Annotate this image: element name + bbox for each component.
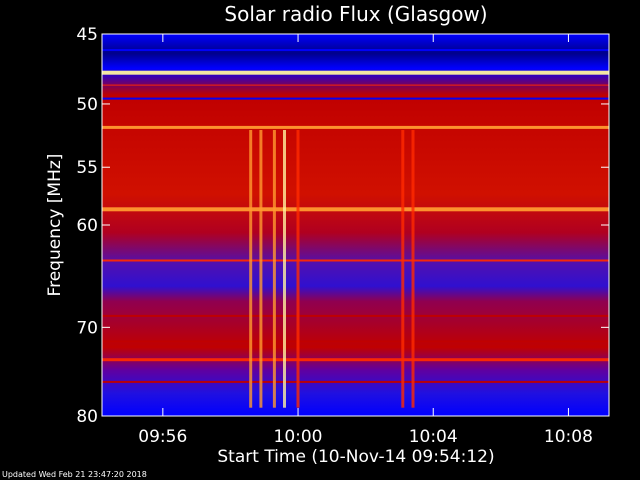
x-tick-label-3: 10:08: [544, 427, 593, 447]
x-tick-label-1: 10:00: [274, 427, 323, 447]
plot-area: [101, 33, 610, 417]
updated-timestamp: Updated Wed Feb 21 23:47:20 2018: [2, 470, 147, 479]
frequency-band-4: [102, 125, 609, 129]
y-tick-label-2: 55: [76, 158, 98, 178]
frequency-band-5: [102, 207, 609, 212]
chart-title: Solar radio Flux (Glasgow): [224, 2, 487, 26]
frequency-band-3: [102, 97, 609, 100]
frequency-band-7: [102, 314, 609, 317]
radio-burst-6: [411, 130, 415, 408]
x-axis-label: Start Time (10-Nov-14 09:54:12): [217, 447, 494, 467]
y-axis-label: Frequency [MHz]: [45, 154, 65, 297]
x-tick-label-2: 10:04: [409, 427, 458, 447]
y-tick-label-3: 60: [76, 216, 98, 236]
radio-burst-4: [296, 130, 300, 408]
frequency-band-0: [102, 49, 609, 51]
frequency-band-2: [102, 84, 609, 86]
x-axis: 09:56 10:00 10:04 10:08: [138, 34, 593, 447]
frequency-bands: [102, 49, 609, 383]
radio-burst-2: [272, 130, 276, 408]
frequency-band-6: [102, 259, 609, 262]
y-tick-label-0: 45: [76, 25, 98, 45]
radio-burst-0: [249, 130, 253, 408]
frequency-band-8: [102, 340, 609, 343]
y-axis: 45 50 55 60 70 80: [76, 25, 609, 427]
frequency-band-10: [102, 380, 609, 383]
radio-burst-3: [283, 130, 286, 408]
radio-bursts: [249, 130, 415, 408]
y-tick-label-5: 80: [76, 407, 98, 427]
radio-burst-5: [401, 130, 405, 408]
frequency-band-1: [102, 70, 609, 75]
x-tick-label-0: 09:56: [138, 427, 187, 447]
radio-burst-1: [259, 130, 263, 408]
y-tick-label-1: 50: [76, 95, 98, 115]
y-tick-label-4: 70: [76, 318, 98, 338]
frequency-band-9: [102, 358, 609, 362]
